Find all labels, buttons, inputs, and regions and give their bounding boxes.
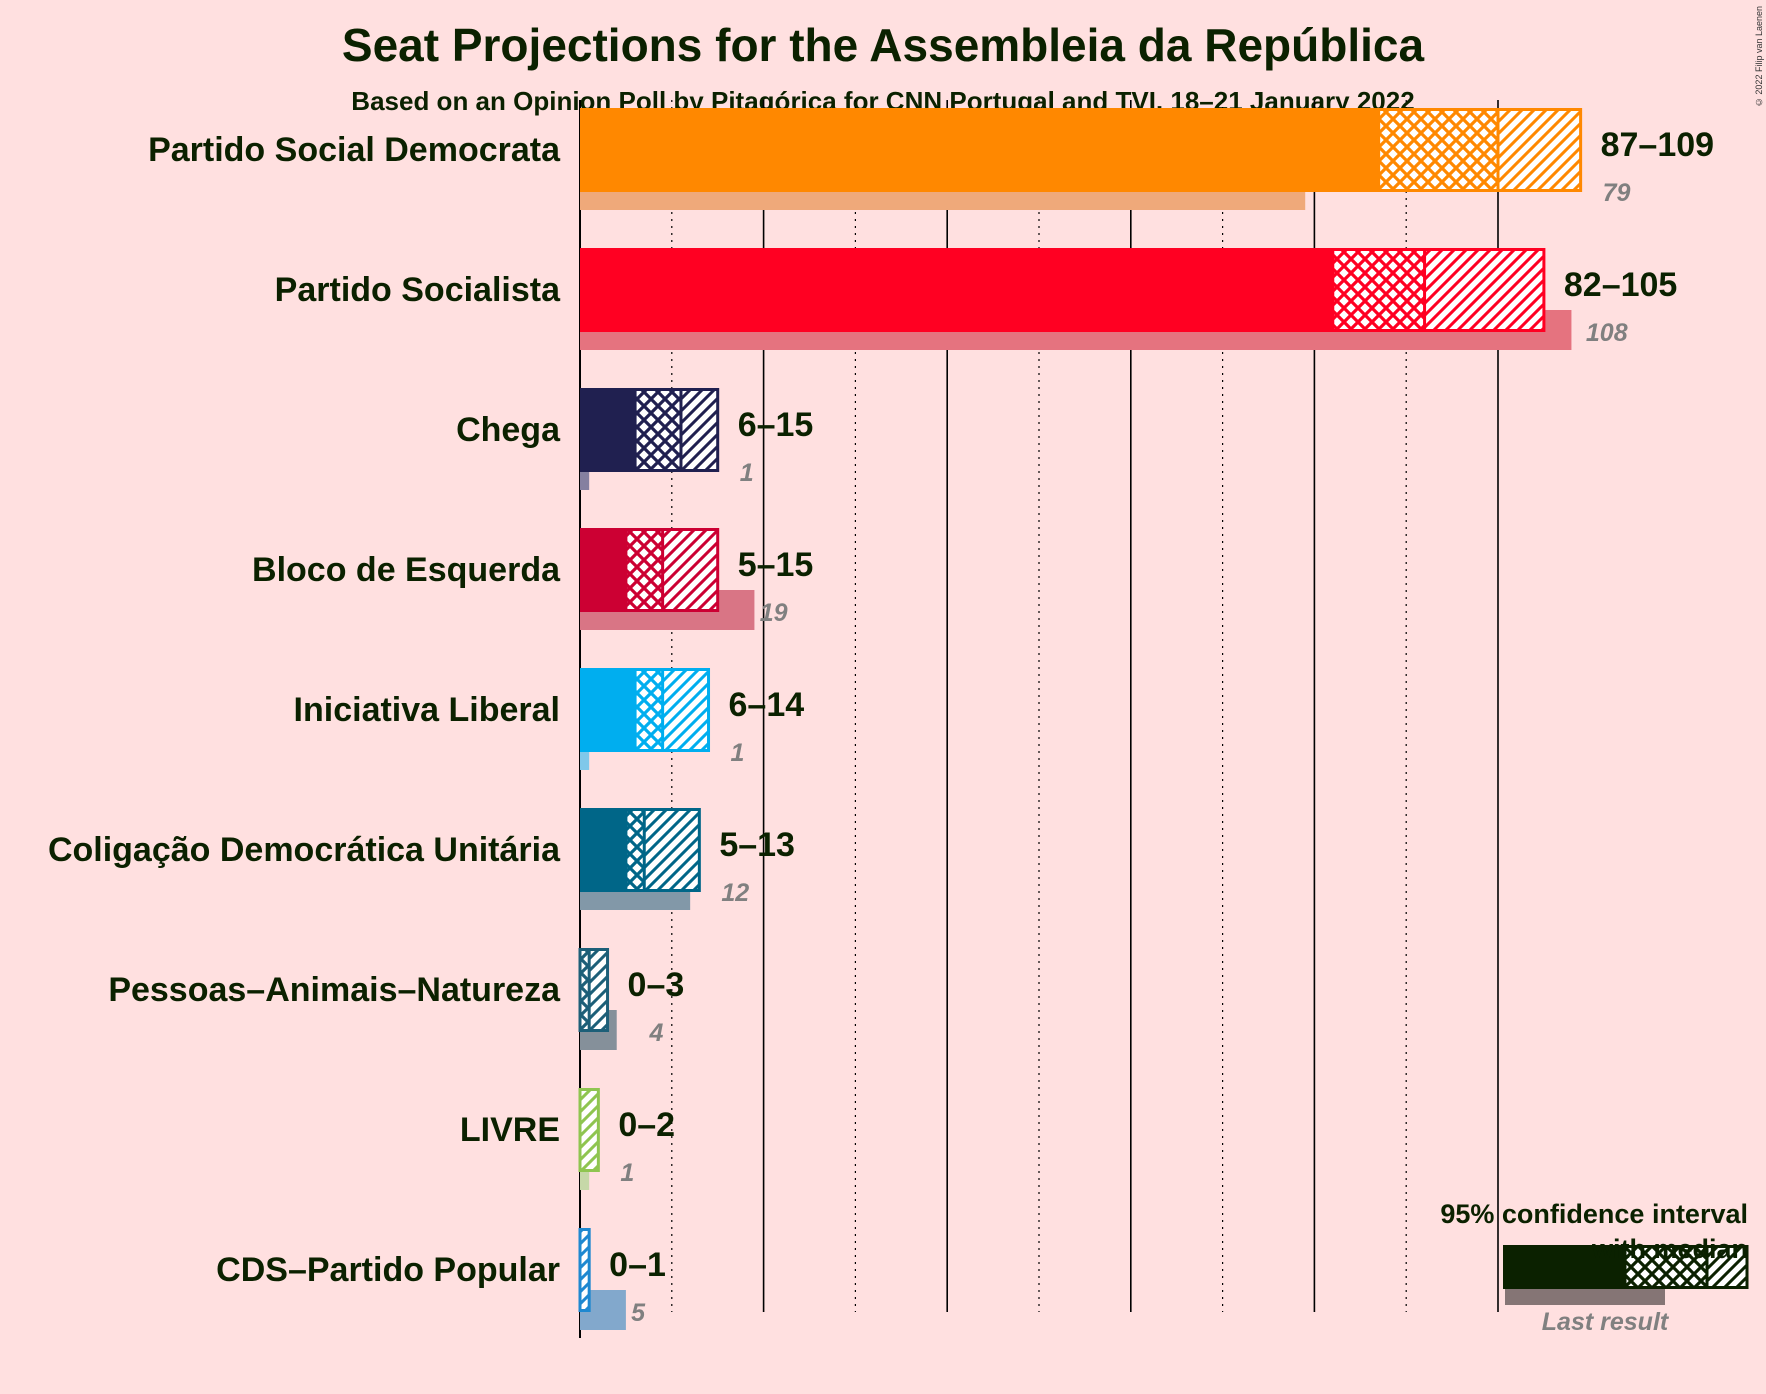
last-result-label: 1 <box>740 459 754 487</box>
last-result-label: 108 <box>1586 319 1628 347</box>
range-label: 0–3 <box>628 966 685 1004</box>
ci-upper-hatch <box>644 808 700 892</box>
ci-upper-hatch <box>580 1088 599 1172</box>
party-label: Bloco de Esquerda <box>252 551 561 589</box>
party-row-p4: Iniciativa Liberal 6–14 1 <box>294 668 805 770</box>
party-label: Pessoas–Animais–Natureza <box>108 971 561 1009</box>
ci-solid-bar <box>580 808 626 892</box>
legend-title-line1: 95% confidence interval <box>1440 1199 1748 1229</box>
legend-graphic <box>1503 1245 1749 1305</box>
party-row-p6: Pessoas–Animais–Natureza 0–3 4 <box>108 948 684 1050</box>
ci-solid-bar <box>580 248 1333 332</box>
party-row-p0: Partido Social Democrata 87–109 79 <box>148 108 1714 210</box>
range-label: 0–2 <box>618 1106 675 1144</box>
range-label: 0–1 <box>609 1246 666 1284</box>
legend-title: 95% confidence interval with median <box>1348 1197 1748 1267</box>
party-label: Iniciativa Liberal <box>294 691 560 729</box>
ci-upper-hatch <box>1498 108 1581 192</box>
ci-upper-hatch <box>662 668 709 752</box>
ci-solid-bar <box>580 108 1379 192</box>
last-result-label: 12 <box>721 879 749 907</box>
bars: Partido Social Democrata 87–10979Partido … <box>48 108 1714 1330</box>
ci-upper-hatch <box>1424 248 1544 332</box>
ci-upper-hatch <box>589 948 608 1032</box>
ci-lower-crosshatch <box>580 948 590 1032</box>
ci-outline <box>633 388 720 472</box>
party-label: Chega <box>456 411 561 449</box>
legend-outline <box>1623 1245 1749 1289</box>
chart-title: Seat Projections for the Assembleia da R… <box>341 19 1425 71</box>
last-result-label: 79 <box>1603 179 1631 207</box>
party-row-p8: CDS–Partido Popular 0–1 5 <box>216 1228 666 1330</box>
range-label: 6–14 <box>729 686 805 724</box>
party-label: Partido Socialista <box>275 271 561 309</box>
range-label: 5–15 <box>738 546 814 584</box>
last-result-label: 1 <box>620 1159 634 1187</box>
party-label: Coligação Democrática Unitária <box>48 831 561 869</box>
ci-solid-bar <box>580 668 636 752</box>
ci-lower-crosshatch <box>1332 248 1425 332</box>
legend-hatch <box>1707 1245 1747 1289</box>
party-label: CDS–Partido Popular <box>216 1251 560 1289</box>
party-row-p5: Coligação Democrática Unitária 5–13 12 <box>48 808 795 910</box>
party-row-p7: LIVRE 0–2 1 <box>460 1088 675 1190</box>
party-row-p2: Chega 6–15 1 <box>456 388 813 490</box>
ci-outline <box>624 528 720 612</box>
range-label: 82–105 <box>1564 266 1677 304</box>
ci-upper-hatch <box>662 528 718 612</box>
ci-outline <box>1377 108 1583 192</box>
ci-solid-bar <box>580 388 636 472</box>
legend-last-result-label: Last result <box>1541 1308 1669 1336</box>
range-label: 87–109 <box>1601 126 1714 164</box>
ci-outline <box>633 668 711 752</box>
legend-crosshatch <box>1625 1245 1707 1289</box>
ci-lower-crosshatch <box>1378 108 1498 192</box>
ci-lower-crosshatch <box>635 388 681 472</box>
party-row-p3: Bloco de Esquerda 5–15 19 <box>252 528 813 630</box>
ci-lower-crosshatch <box>625 528 663 612</box>
party-row-p1: Partido Socialista 82–105 108 <box>275 248 1677 350</box>
ci-outline <box>1331 248 1546 332</box>
ci-lower-crosshatch <box>635 668 663 752</box>
last-result-label: 5 <box>631 1299 646 1327</box>
legend-title-line2: with median <box>1591 1234 1748 1264</box>
ci-outline <box>624 808 701 892</box>
legend-solid-bar <box>1503 1245 1625 1289</box>
last-result-label: 1 <box>731 739 745 767</box>
ci-outline <box>578 948 610 1032</box>
ci-lower-crosshatch <box>625 808 645 892</box>
ci-solid-bar <box>580 528 626 612</box>
ci-upper-hatch <box>680 388 718 472</box>
ci-upper-hatch <box>580 1228 590 1312</box>
last-result-label: 4 <box>649 1019 664 1047</box>
last-result-label: 19 <box>760 599 788 627</box>
party-label: Partido Social Democrata <box>148 131 561 169</box>
party-label: LIVRE <box>460 1111 560 1149</box>
range-label: 5–13 <box>719 826 795 864</box>
range-label: 6–15 <box>738 406 814 444</box>
